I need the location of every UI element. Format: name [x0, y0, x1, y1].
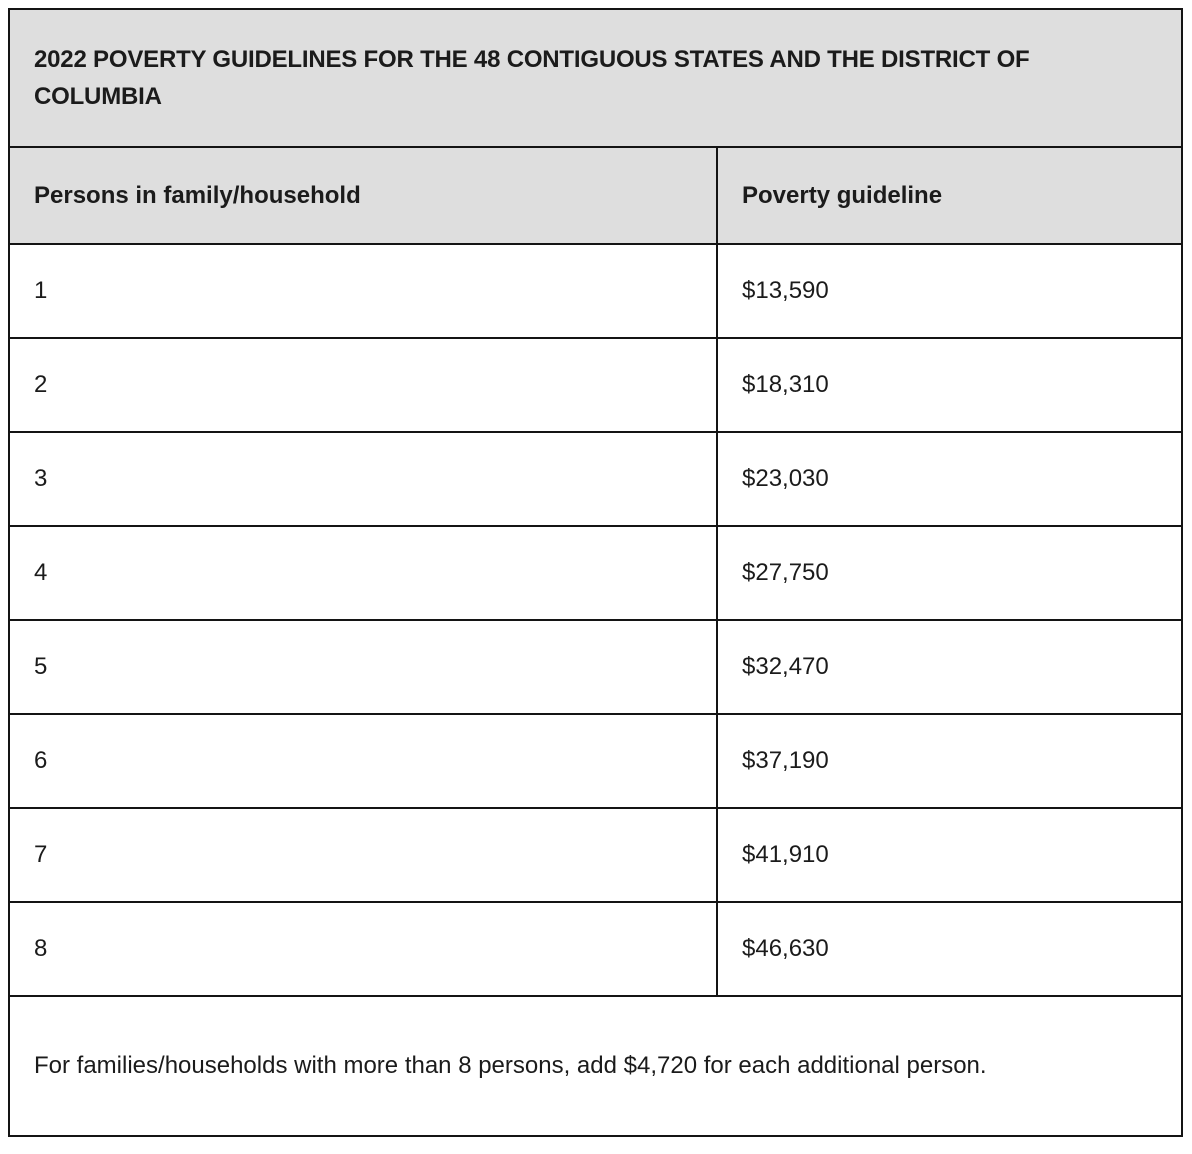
persons-cell: 3 — [8, 431, 718, 527]
guideline-cell: $27,750 — [715, 525, 1184, 621]
persons-cell: 1 — [8, 243, 718, 339]
table-row: 5 $32,470 — [8, 619, 1184, 715]
table-row: 7 $41,910 — [8, 807, 1184, 903]
guideline-cell: $46,630 — [715, 901, 1184, 997]
persons-cell: 8 — [8, 901, 718, 997]
column-header-poverty-guideline: Poverty guideline — [715, 146, 1184, 245]
poverty-guidelines-table: 2022 POVERTY GUIDELINES FOR THE 48 CONTI… — [7, 8, 1184, 1137]
persons-cell: 2 — [8, 337, 718, 433]
guideline-cell: $32,470 — [715, 619, 1184, 715]
table-row: 1 $13,590 — [8, 243, 1184, 339]
column-header-persons: Persons in family/household — [8, 146, 718, 245]
table-footnote: For families/households with more than 8… — [7, 995, 1184, 1137]
table-row: 3 $23,030 — [8, 431, 1184, 527]
table-row: 4 $27,750 — [8, 525, 1184, 621]
title-row: 2022 POVERTY GUIDELINES FOR THE 48 CONTI… — [7, 8, 1184, 148]
guideline-cell: $13,590 — [715, 243, 1184, 339]
table-body: 1 $13,590 2 $18,310 3 $23,030 4 $27,750 … — [8, 243, 1184, 997]
column-header-row: Persons in family/household Poverty guid… — [8, 146, 1184, 245]
table-row: 2 $18,310 — [8, 337, 1184, 433]
persons-cell: 4 — [8, 525, 718, 621]
table-title: 2022 POVERTY GUIDELINES FOR THE 48 CONTI… — [7, 8, 1184, 148]
table-row: 6 $37,190 — [8, 713, 1184, 809]
guideline-cell: $18,310 — [715, 337, 1184, 433]
persons-cell: 6 — [8, 713, 718, 809]
footnote-row: For families/households with more than 8… — [7, 995, 1184, 1137]
table-row: 8 $46,630 — [8, 901, 1184, 997]
guideline-cell: $41,910 — [715, 807, 1184, 903]
persons-cell: 7 — [8, 807, 718, 903]
guideline-cell: $23,030 — [715, 431, 1184, 527]
guideline-cell: $37,190 — [715, 713, 1184, 809]
persons-cell: 5 — [8, 619, 718, 715]
